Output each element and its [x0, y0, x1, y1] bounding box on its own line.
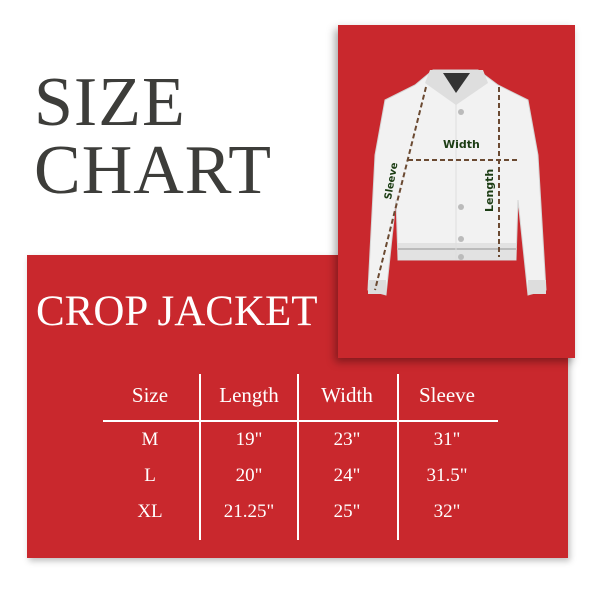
- table-cell: 23": [333, 429, 361, 450]
- table-cell: 21.25": [223, 501, 275, 522]
- table-cell: L: [144, 465, 156, 486]
- table-cell: 31": [433, 429, 461, 450]
- table-cell: 20": [235, 465, 263, 486]
- jacket-illustration: Width Length Sleeve: [367, 69, 547, 296]
- column-header: Size: [131, 383, 169, 407]
- column-header: Width: [321, 383, 373, 407]
- column-header: Sleeve: [419, 383, 475, 407]
- product-title: CROP JACKET: [36, 288, 318, 335]
- jacket-photo-card: Width Length Sleeve: [338, 25, 575, 358]
- table-cell: M: [141, 429, 159, 450]
- width-label: Width: [443, 138, 480, 151]
- title-line-1: SIZE: [34, 64, 186, 141]
- table-cell: 19": [235, 429, 263, 450]
- header-divider: [103, 420, 498, 422]
- table-cell: 32": [433, 501, 461, 522]
- column-divider: [397, 374, 399, 540]
- column-header: Length: [219, 383, 279, 407]
- column-divider: [199, 374, 201, 540]
- length-label: Length: [483, 169, 496, 212]
- table-cell: XL: [137, 501, 163, 522]
- column-divider: [297, 374, 299, 540]
- table-cell: 24": [333, 465, 361, 486]
- table-cell: 25": [333, 501, 361, 522]
- title-line-2: CHART: [34, 132, 273, 209]
- table-cell: 31.5": [426, 465, 468, 486]
